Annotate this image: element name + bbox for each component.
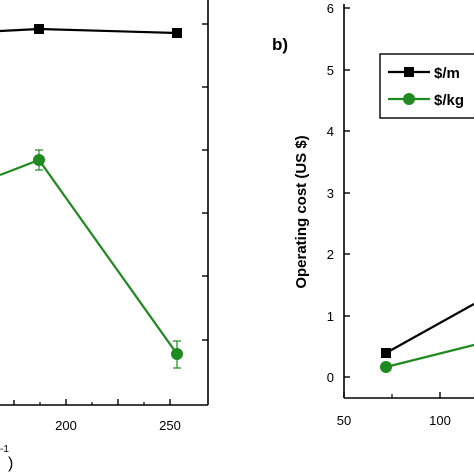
panel-a-series-green-line (0, 158, 178, 355)
panel-b-series-kg-marker (380, 361, 392, 373)
panel-b-y-tick-label: 0 (327, 370, 334, 385)
panel-b-series-m-marker (381, 348, 391, 358)
panel-b-x-tick-label-100: 100 (429, 413, 451, 428)
panel-b-series-kg-line (385, 343, 474, 369)
panel-b: b) Operating cost (US $) 0 1 2 3 4 5 6 5… (272, 1, 474, 428)
panel-b-legend-m-marker (404, 67, 414, 77)
panel-a-x-tick-label-250: 250 (159, 418, 181, 433)
panel-b-legend-m-label: $/m (434, 65, 460, 82)
panel-b-x-tick-label-50: 50 (337, 413, 351, 428)
panel-a-x-ticks (13, 399, 171, 405)
panel-b-y-tick-label: 5 (327, 63, 334, 78)
panel-b-y-tick-label: 3 (327, 186, 334, 201)
panel-b-y-tick-label: 4 (327, 124, 334, 139)
panel-b-ylabel: Operating cost (US $) (293, 135, 310, 288)
panel-a-series-green-marker (171, 348, 183, 360)
panel-b-legend-kg-marker (403, 93, 415, 105)
panel-b-legend: $/m $/kg (379, 53, 474, 119)
panel-b-legend-box (379, 53, 474, 119)
panel-b-y-tick-label: 6 (327, 1, 334, 16)
panel-a-x-tick-label-200: 200 (55, 418, 77, 433)
panel-b-legend-kg-label: $/kg (434, 92, 464, 109)
panel-a-series-green-marker (33, 154, 45, 166)
panel-a-xlabel-exponent: -1 (0, 444, 9, 455)
panel-a: 200 250 -1 ) (0, 0, 209, 472)
panel-b-label: b) (272, 35, 288, 54)
panel-a-xlabel-paren: ) (8, 455, 13, 472)
panel-a-right-ticks (202, 23, 208, 341)
panel-b-x-ticks (343, 392, 441, 398)
panel-b-series-m-line (385, 303, 474, 354)
panel-b-y-tick-label: 2 (327, 247, 334, 262)
panel-b-y-ticks (344, 7, 350, 378)
panel-a-series-black-line (0, 27, 178, 35)
panel-b-y-tick-label: 1 (327, 309, 334, 324)
